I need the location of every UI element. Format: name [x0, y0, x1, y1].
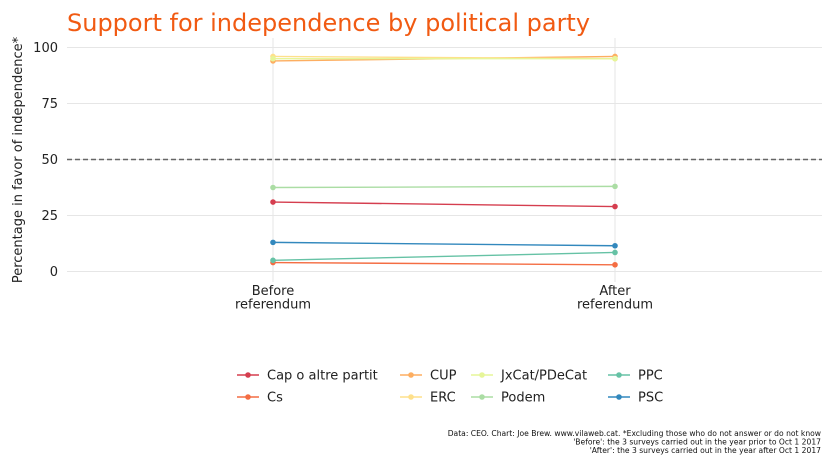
- legend-item: Podem: [471, 391, 545, 406]
- legend-label: JxCat/PDeCat: [500, 369, 587, 384]
- series-line: [272, 185, 616, 189]
- y-tick-label: 100: [33, 41, 58, 56]
- legend-item: Cs: [237, 391, 283, 406]
- y-tick-label: 25: [41, 209, 58, 224]
- legend-swatch-point: [479, 394, 485, 400]
- legend-item: ERC: [400, 391, 456, 406]
- legend-item: PSC: [608, 391, 663, 406]
- series-line: [272, 251, 616, 261]
- legend-label: CUP: [430, 369, 457, 384]
- series-line: [272, 241, 616, 247]
- caption: Data: CEO. Chart: Joe Brew. www.vilaweb.…: [448, 429, 821, 455]
- y-tick-label: 0: [50, 265, 58, 280]
- series: [270, 199, 618, 210]
- x-tick-label: After referendum: [577, 284, 653, 313]
- y-tick-label: 75: [41, 97, 58, 112]
- series: [270, 249, 618, 264]
- legend-swatch-point: [616, 394, 622, 400]
- data-point: [612, 55, 618, 62]
- legend-label: ERC: [430, 391, 456, 406]
- series-line: [272, 261, 616, 266]
- series: [270, 259, 618, 268]
- series: [270, 55, 618, 62]
- legend-swatch-point: [616, 372, 622, 378]
- series-layer: [270, 53, 618, 268]
- data-point: [270, 257, 276, 264]
- data-point: [270, 55, 276, 62]
- data-point: [612, 183, 618, 190]
- data-point: [270, 239, 276, 246]
- data-point: [612, 249, 618, 256]
- caption-line: 'Before': the 3 surveys carried out in t…: [573, 438, 821, 447]
- legend-label: PPC: [638, 369, 663, 384]
- legend-swatch-point: [408, 394, 414, 400]
- legend-label: Podem: [501, 391, 545, 406]
- data-point: [612, 242, 618, 249]
- chart-title: Support for independence by political pa…: [67, 9, 590, 37]
- legend-label: Cs: [267, 391, 283, 406]
- legend-label: PSC: [638, 391, 663, 406]
- data-point: [270, 199, 276, 205]
- data-point: [612, 203, 618, 210]
- x-tick-labels: Before referendum After referendum: [235, 284, 653, 313]
- data-point: [612, 261, 618, 268]
- data-point: [270, 184, 276, 191]
- x-tick-label: Before referendum: [235, 284, 311, 313]
- legend-item: CUP: [400, 369, 457, 384]
- y-tick-labels: 0 25 50 75 100: [33, 41, 58, 280]
- legend-swatch-point: [479, 372, 485, 378]
- legend-label: Cap o altre partit: [267, 369, 378, 384]
- y-axis-title: Percentage in favor of independence*: [11, 36, 26, 283]
- legend-item: Cap o altre partit: [237, 369, 378, 384]
- series: [270, 183, 618, 191]
- legend-swatch-point: [245, 372, 251, 378]
- y-tick-label: 50: [41, 153, 58, 168]
- legend-item: PPC: [608, 369, 663, 384]
- legend-item: JxCat/PDeCat: [471, 369, 587, 384]
- caption-line: Data: CEO. Chart: Joe Brew. www.vilaweb.…: [448, 429, 821, 438]
- legend-swatch-point: [408, 372, 414, 378]
- series: [270, 239, 618, 249]
- caption-line: 'After': the 3 surveys carried out in th…: [590, 446, 821, 455]
- legend-swatch-point: [245, 394, 251, 400]
- series-line: [272, 201, 616, 208]
- legend: Cap o altre partit Cs CUP ERC JxCat/PDeCat Po…: [237, 369, 663, 406]
